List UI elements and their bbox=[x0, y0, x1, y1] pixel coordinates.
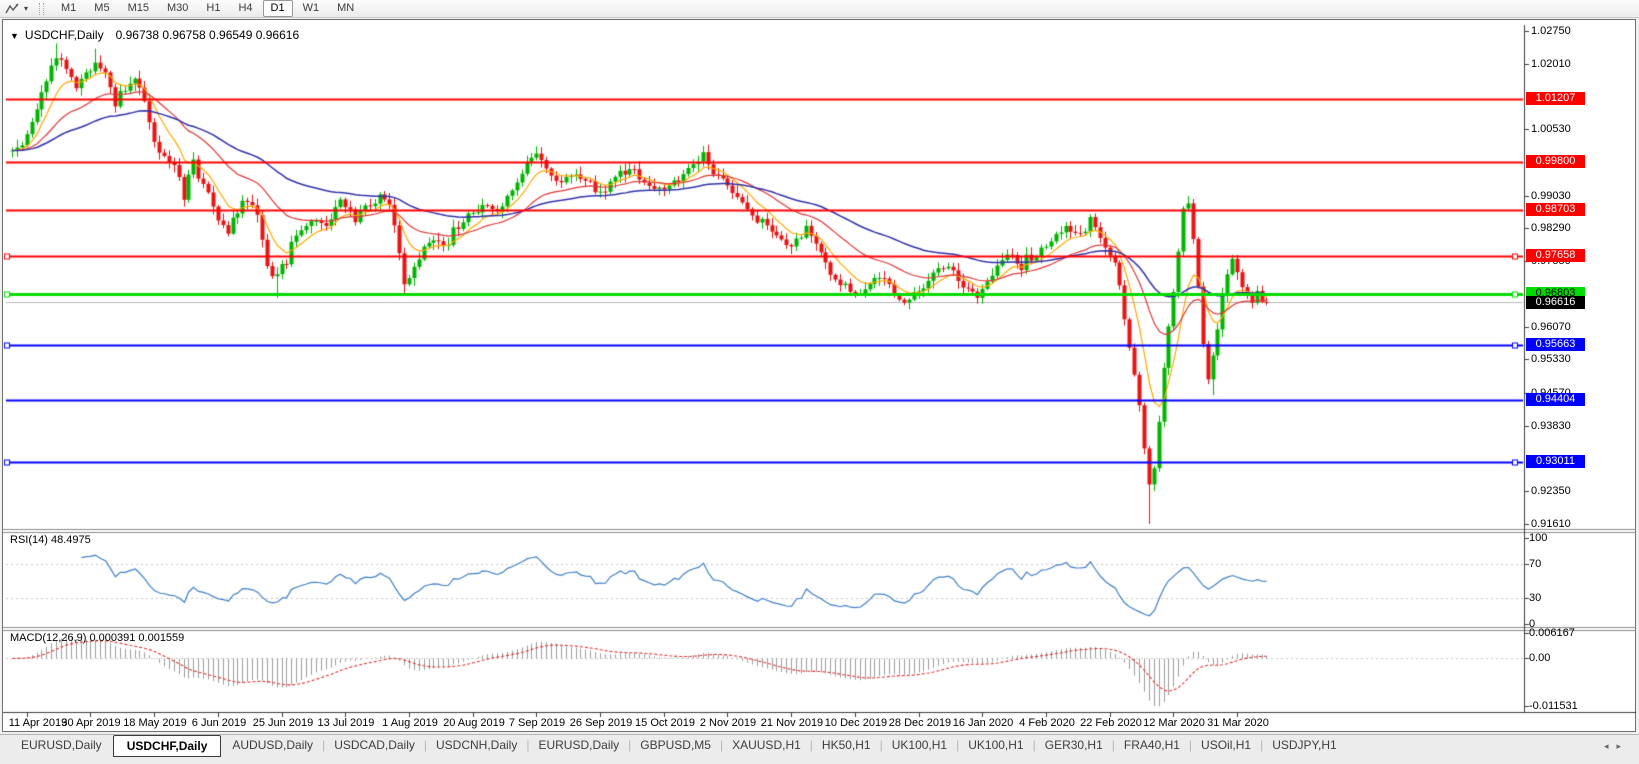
tab-fra40-h1[interactable]: FRA40,H1 bbox=[1123, 738, 1180, 752]
timeframe-button-w1[interactable]: W1 bbox=[302, 2, 320, 14]
tab-eurusd-daily[interactable]: EURUSD,Daily bbox=[21, 738, 102, 752]
tab-separator: | bbox=[879, 738, 883, 752]
macd-label: MACD(12,26,9) 0.000391 0.001559 bbox=[10, 632, 185, 644]
tab-separator: | bbox=[322, 738, 326, 752]
trendline-tool-icon[interactable] bbox=[5, 2, 20, 15]
timeframe-button-m1[interactable]: M1 bbox=[61, 2, 77, 14]
tab-separator: | bbox=[423, 738, 427, 752]
tab-uk100-h1[interactable]: UK100,H1 bbox=[968, 738, 1024, 752]
tab-eurusd-daily[interactable]: EURUSD,Daily bbox=[538, 738, 620, 752]
toolbar-grip bbox=[39, 2, 45, 15]
tab-usoil-h1[interactable]: USOil,H1 bbox=[1201, 738, 1252, 752]
tab-xauusd-h1[interactable]: XAUUSD,H1 bbox=[732, 738, 801, 752]
tab-separator: | bbox=[1188, 738, 1193, 752]
top-toolbar: ▾ M1 M5 M15 M30 H1 H4 D1 W1 MN bbox=[0, 0, 1639, 18]
tab-usdcnh-daily[interactable]: USDCNH,Daily bbox=[436, 738, 518, 752]
tab-usdchf-daily[interactable]: USDCHF,Daily bbox=[112, 735, 222, 757]
tab-uk100-h1[interactable]: UK100,H1 bbox=[891, 738, 948, 752]
timeframe-button-m30[interactable]: M30 bbox=[166, 2, 189, 14]
chart-menu-caret-icon[interactable]: ▼ bbox=[10, 31, 19, 41]
tabs-scroll-left-icon[interactable]: ◂ bbox=[1603, 741, 1617, 751]
chart-title: ▼ USDCHF,Daily 0.96738 0.96758 0.96549 0.9… bbox=[10, 28, 299, 42]
tool-dropdown-caret-icon[interactable]: ▾ bbox=[24, 4, 29, 13]
tab-separator: | bbox=[1111, 738, 1115, 752]
chart-tabs: EURUSD,Daily USDCHF,Daily AUDUSD,Daily | USD… bbox=[0, 735, 1639, 757]
ohlc-values: 0.96738 0.96758 0.96549 0.96616 bbox=[115, 28, 300, 42]
tab-scroll-controls: ◂▸ bbox=[1604, 741, 1629, 752]
tab-separator: | bbox=[956, 738, 960, 752]
tab-usdcad-daily[interactable]: USDCAD,Daily bbox=[334, 738, 415, 752]
rsi-label: RSI(14) 48.4975 bbox=[10, 534, 91, 546]
tab-separator: | bbox=[1032, 738, 1036, 752]
tab-separator: | bbox=[628, 738, 632, 752]
timeframe-button-h4[interactable]: H4 bbox=[238, 2, 253, 14]
tab-separator: | bbox=[719, 738, 724, 752]
tabs-scroll-right-icon[interactable]: ▸ bbox=[1616, 741, 1629, 751]
tab-audusd-daily[interactable]: AUDUSD,Daily bbox=[232, 738, 314, 752]
timeframe-button-m15[interactable]: M15 bbox=[127, 2, 149, 14]
tab-separator: | bbox=[526, 738, 530, 752]
tab-hk50-h1[interactable]: HK50,H1 bbox=[821, 738, 871, 752]
timeframe-button-group: M1 M5 M15 M30 H1 H4 D1 W1 MN bbox=[52, 0, 363, 17]
tab-usdjpy-h1[interactable]: USDJPY,H1 bbox=[1272, 738, 1337, 752]
chart-tab-bar: EURUSD,Daily USDCHF,Daily AUDUSD,Daily | USD… bbox=[0, 734, 1639, 764]
timeframe-button-d1[interactable]: D1 bbox=[262, 0, 293, 17]
tab-separator: | bbox=[1260, 738, 1264, 752]
tab-gbpusd-m5[interactable]: GBPUSD,M5 bbox=[640, 738, 711, 752]
timeframe-button-m5[interactable]: M5 bbox=[94, 2, 110, 14]
tab-ger30-h1[interactable]: GER30,H1 bbox=[1044, 738, 1103, 752]
timeframe-button-h1[interactable]: H1 bbox=[206, 2, 221, 14]
symbol-period-label: USDCHF,Daily bbox=[24, 28, 104, 42]
tab-separator: | bbox=[809, 738, 813, 752]
timeframe-button-mn[interactable]: MN bbox=[337, 2, 355, 14]
